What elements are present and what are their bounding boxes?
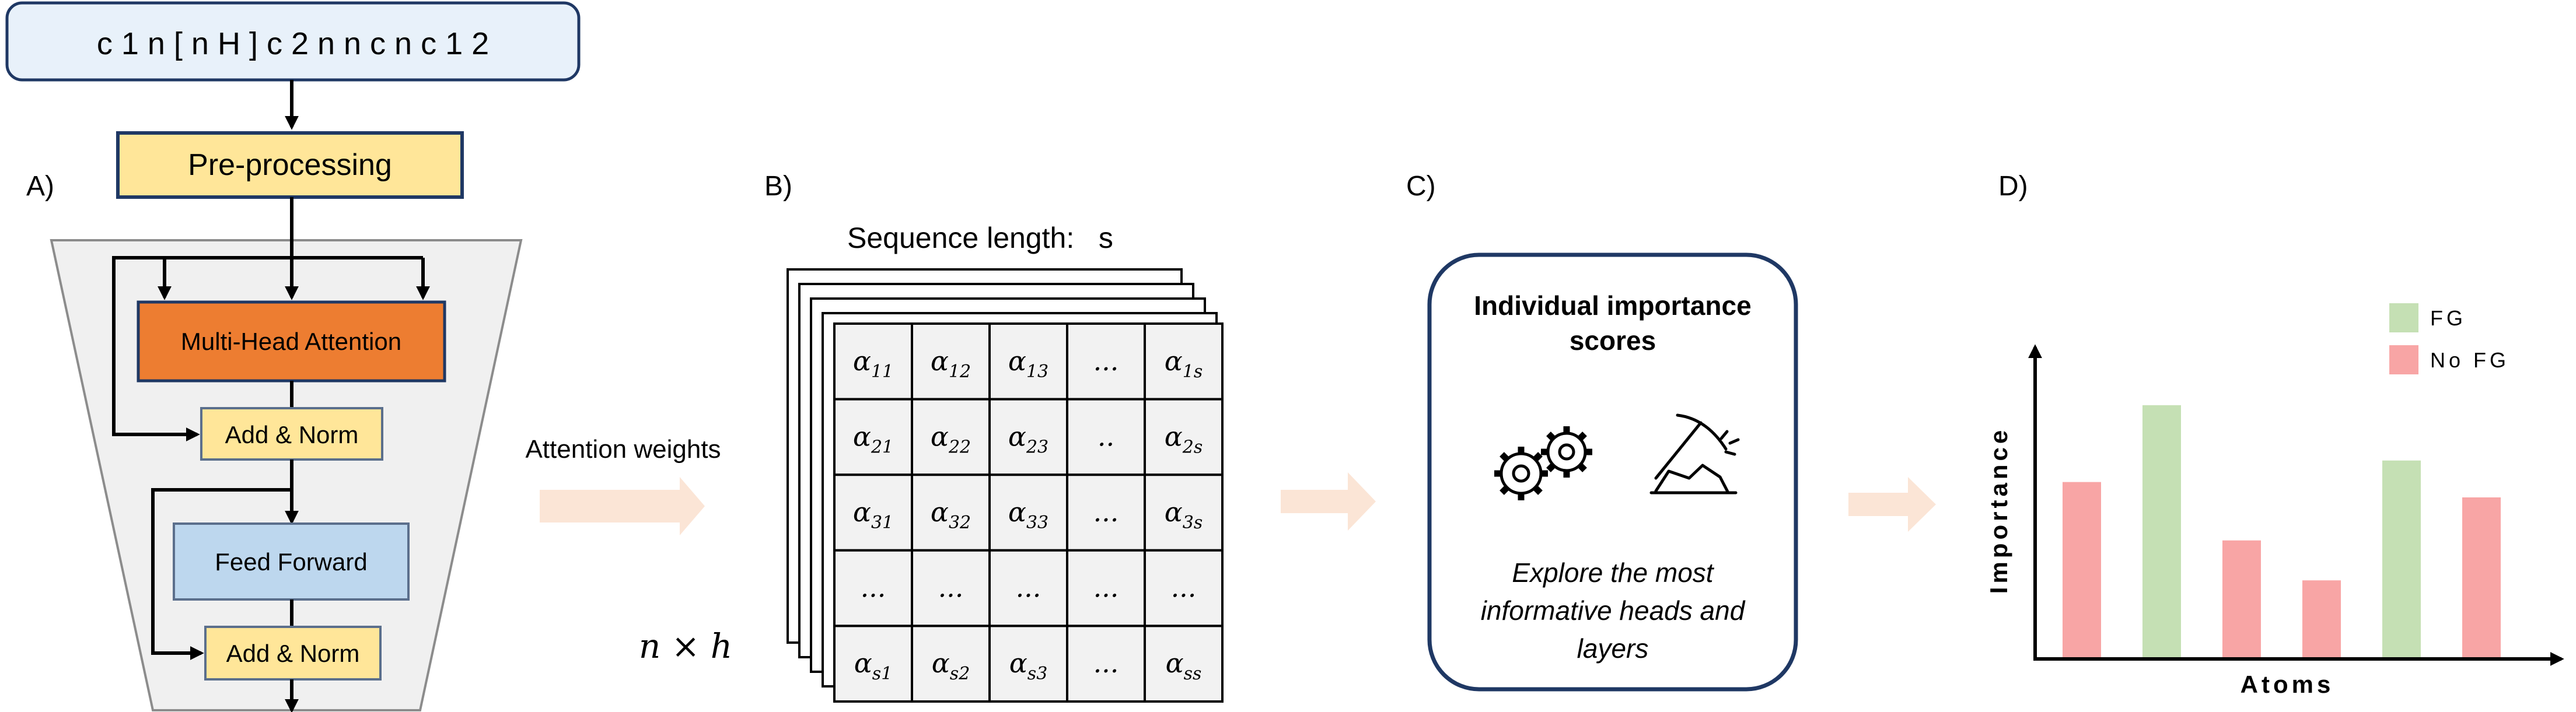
chart-legend: FG No FG — [2389, 303, 2509, 374]
add-norm-block-2 — [204, 626, 382, 681]
flow-arrow-c-to-d — [1848, 477, 1936, 532]
matrix-cell-text: ... — [1093, 572, 1119, 604]
matrix-cell — [1144, 474, 1224, 552]
matrix-cell-text: ... — [938, 572, 964, 604]
chart-bar — [2382, 460, 2421, 657]
chart-bar — [2302, 580, 2341, 657]
matrix-cell-text: ... — [1093, 345, 1119, 377]
panel-label-a: A) — [26, 171, 54, 202]
matrix-cell-text: ... — [1093, 496, 1119, 528]
matrix-cell — [1144, 625, 1224, 703]
multi-head-attention-label: Multi-Head Attention — [181, 328, 401, 355]
legend-swatch — [2389, 345, 2418, 374]
pickaxe-mining-icon — [1649, 413, 1740, 494]
matrix-cell — [911, 625, 991, 703]
residual-connection-2 — [151, 488, 292, 660]
attention-weights-label: Attention weights — [525, 435, 721, 464]
add-norm-block-1 — [200, 407, 383, 461]
importance-card-caption-line1: Explore the most — [1512, 557, 1714, 588]
matrix-cell — [911, 322, 991, 401]
legend-swatch — [2389, 303, 2418, 332]
panel-label-b: B) — [764, 171, 792, 202]
gears-icon — [1494, 426, 1592, 500]
panel-label-d: D) — [1998, 171, 2028, 202]
importance-card-title-line2: scores — [1570, 325, 1656, 356]
smiles-input-text: c 1 n [ n H ] c 2 n n c n c 1 2 — [97, 26, 489, 61]
chart-x-axis-label: Atoms — [2241, 671, 2334, 698]
matrix-cell — [988, 549, 1068, 627]
multi-head-attention-block — [137, 300, 446, 383]
chart-y-axis-label: Importance — [1985, 427, 2012, 594]
matrix-cell — [833, 625, 913, 703]
matrix-cell-text: ... — [861, 572, 886, 604]
matrix-cell-text: ... — [1093, 647, 1119, 679]
matrix-cell — [911, 474, 991, 552]
importance-card-caption-line2: informative heads and — [1481, 595, 1746, 626]
chart-bar — [2142, 405, 2181, 657]
flow-arrow-b-to-c — [1281, 472, 1376, 531]
importance-card-title-line1: Individual importance — [1474, 290, 1751, 321]
matrix-cell — [1066, 549, 1146, 627]
matrix-cell — [988, 322, 1068, 401]
feed-forward-block — [173, 522, 410, 601]
sequence-length-label: Sequence length: s — [847, 222, 1113, 254]
matrix-cell-text: α33 — [1008, 496, 1048, 533]
matrix-cell-text: ... — [1171, 572, 1197, 604]
matrix-cell — [988, 625, 1068, 703]
preprocessing-label: Pre-processing — [188, 148, 392, 182]
add-norm-label-1: Add & Norm — [225, 421, 359, 448]
importance-bar-chart: Importance Atoms FG No FG — [1985, 303, 2564, 698]
chart-bar — [2222, 540, 2261, 657]
matrix-cell-text: .. — [1097, 420, 1114, 452]
matrix-cell — [833, 322, 913, 401]
matrix-cell — [1144, 549, 1224, 627]
matrix-cell-text: αss — [1166, 647, 1202, 684]
n-times-h-label: n × h — [639, 626, 732, 666]
importance-card-caption-line3: layers — [1577, 633, 1649, 664]
chart-bars — [2063, 405, 2501, 657]
residual-connection-1 — [112, 256, 292, 441]
matrix-cell-text: ... — [1016, 572, 1041, 604]
legend-label: FG — [2430, 306, 2466, 330]
flow-arrow-a-to-b — [540, 477, 705, 535]
chart-bar — [2462, 497, 2501, 657]
add-norm-label-2: Add & Norm — [226, 640, 360, 667]
preprocessing-block — [116, 131, 464, 199]
chart-bar — [2063, 482, 2101, 657]
legend-label: No FG — [2430, 348, 2509, 372]
panel-label-c: C) — [1406, 171, 1436, 202]
importance-card — [1427, 252, 1798, 692]
matrix-cell — [1066, 625, 1146, 703]
matrix-cell-text: α3s — [1165, 496, 1203, 533]
feed-forward-label: Feed Forward — [215, 548, 367, 576]
